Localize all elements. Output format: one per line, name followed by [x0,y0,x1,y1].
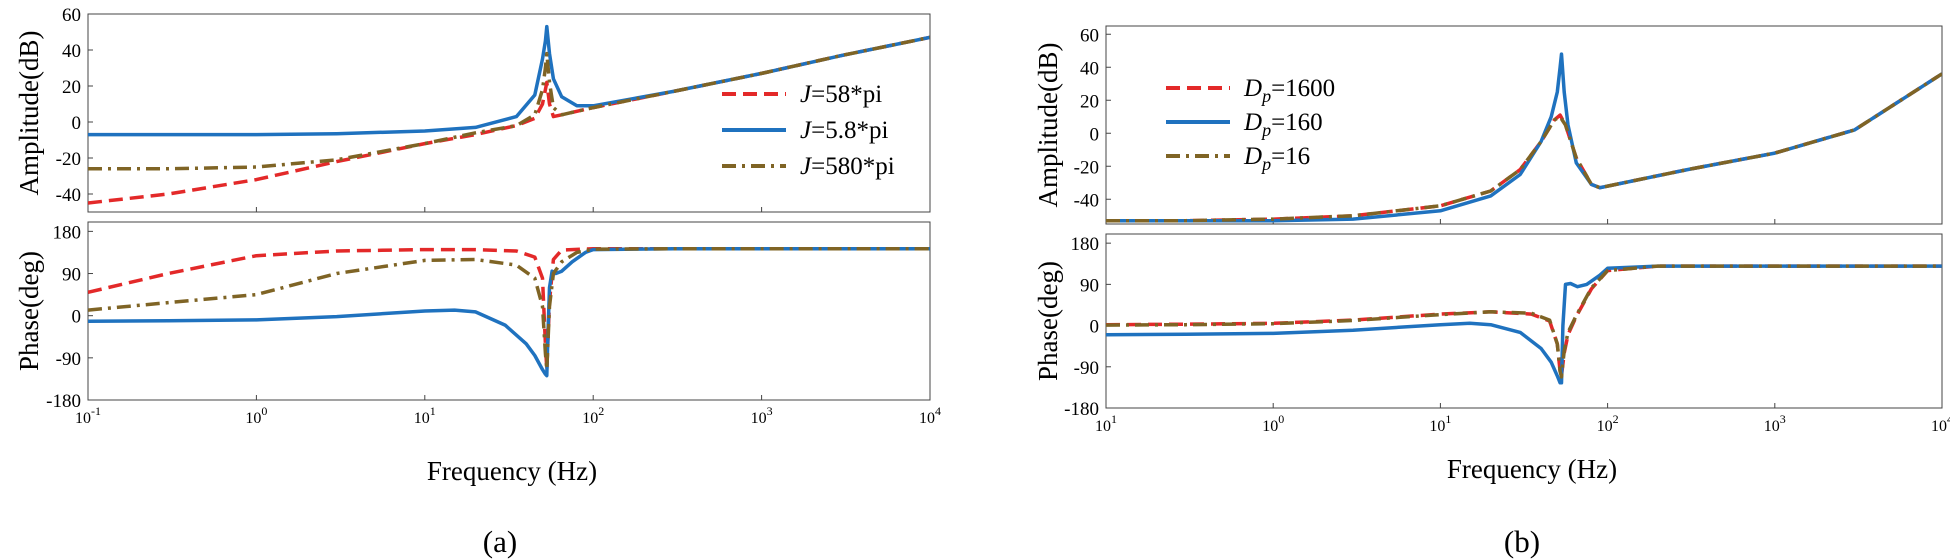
plot-frame [1105,25,1943,225]
legend-label-D16: Dp=16 [1243,143,1310,174]
x-tick-label: 101 [414,404,436,427]
series-line-J5_8 [88,24,930,137]
y-tick-label: 0 [72,113,82,134]
series-line-J580 [88,35,930,171]
y-tick-label: -20 [1074,157,1099,178]
x-tick-labels-b: 101 100 101 102 103 104 [1095,412,1950,435]
legend-label-D160: Dp=160 [1243,109,1323,140]
panel-a: 60 40 20 0 -20 -40 Amplitude(dB) J=58*pi J=5.8*p… [14,5,941,559]
legend-label-J5_8: J=5.8*pi [800,117,888,144]
legend: J=58*pi J=5.8*pi J=580*pi [722,81,895,180]
series-line-J58 [88,246,930,372]
series-group [88,246,930,378]
y-tick-label: 0 [1090,317,1100,338]
x-tick-label: 102 [1597,412,1619,435]
legend-label-J580: J=580*pi [800,153,895,180]
series-line-D1600 [1106,72,1942,223]
y-tick-label: -20 [56,149,81,170]
x-tick-label: 100 [1262,412,1284,435]
series-line-D160 [1106,264,1942,385]
x-axis-label-b: Frequency (Hz) [1447,454,1617,484]
y-tick-label: 0 [72,307,82,328]
x-tick-label: 104 [919,404,941,427]
series-group [1106,264,1942,385]
y-tick-label: -90 [1074,358,1099,379]
series-group [88,24,930,205]
y-axis-label: Phase(deg) [1033,261,1063,381]
y-tick-label: 60 [1080,25,1099,46]
y-tick-label: -180 [46,391,81,412]
y-tick-label: 90 [1080,275,1099,296]
x-axis-label-a: Frequency (Hz) [427,456,597,486]
y-tick-label: -40 [56,185,81,206]
x-tick-label: 103 [751,404,773,427]
x-tick-label: 102 [582,404,604,427]
y-tick-label: -180 [1064,399,1099,420]
legend-label-J58: J=58*pi [800,81,882,108]
x-tick-label: 103 [1764,412,1786,435]
series-line-D16 [1106,72,1942,223]
x-tick-label: 101 [1095,412,1117,435]
series-line-D1600 [1106,264,1942,378]
caption-b: (b) [1504,524,1540,559]
plot-b-amplitude: 60 40 20 0 -20 -40 Amplitude(dB) Dp=1600Dp=160D… [1033,25,1943,225]
y-tick-label: 180 [1071,234,1100,255]
x-tick-label: 104 [1931,412,1950,435]
y-tick-label: 40 [62,41,81,62]
x-tick-labels-a: 10-1 100 101 102 103 104 [75,404,941,427]
y-tick-label: 20 [62,77,81,98]
legend-label-D1600: Dp=1600 [1243,75,1335,106]
y-tick-label: 20 [1080,91,1099,112]
series-group [1106,52,1942,223]
series-line-J580 [88,246,930,372]
series-line-D16 [1106,264,1942,379]
y-tick-label: 90 [62,265,81,286]
plot-frame [87,13,931,213]
series-line-D160 [1106,52,1942,223]
x-tick-label: 100 [245,404,267,427]
y-tick-label: -40 [1074,190,1099,211]
x-tick-label: 101 [1429,412,1451,435]
x-tick-label: 10-1 [75,404,101,427]
plot-frame [87,221,931,401]
y-tick-label: 60 [62,5,81,26]
y-tick-label: 0 [1090,124,1100,145]
caption-a: (a) [483,524,517,559]
y-tick-label: 180 [53,222,82,243]
series-line-J5_8 [88,246,930,378]
y-tick-label: -90 [56,349,81,370]
plot-a-amplitude: 60 40 20 0 -20 -40 Amplitude(dB) J=58*pi J=5.8*p… [14,5,931,213]
plot-frame [1105,233,1943,409]
y-axis-label: Phase(deg) [14,251,44,371]
y-axis-label: Amplitude(dB) [1033,43,1063,208]
y-axis-label: Amplitude(dB) [14,31,44,196]
y-tick-label: 40 [1080,58,1099,79]
